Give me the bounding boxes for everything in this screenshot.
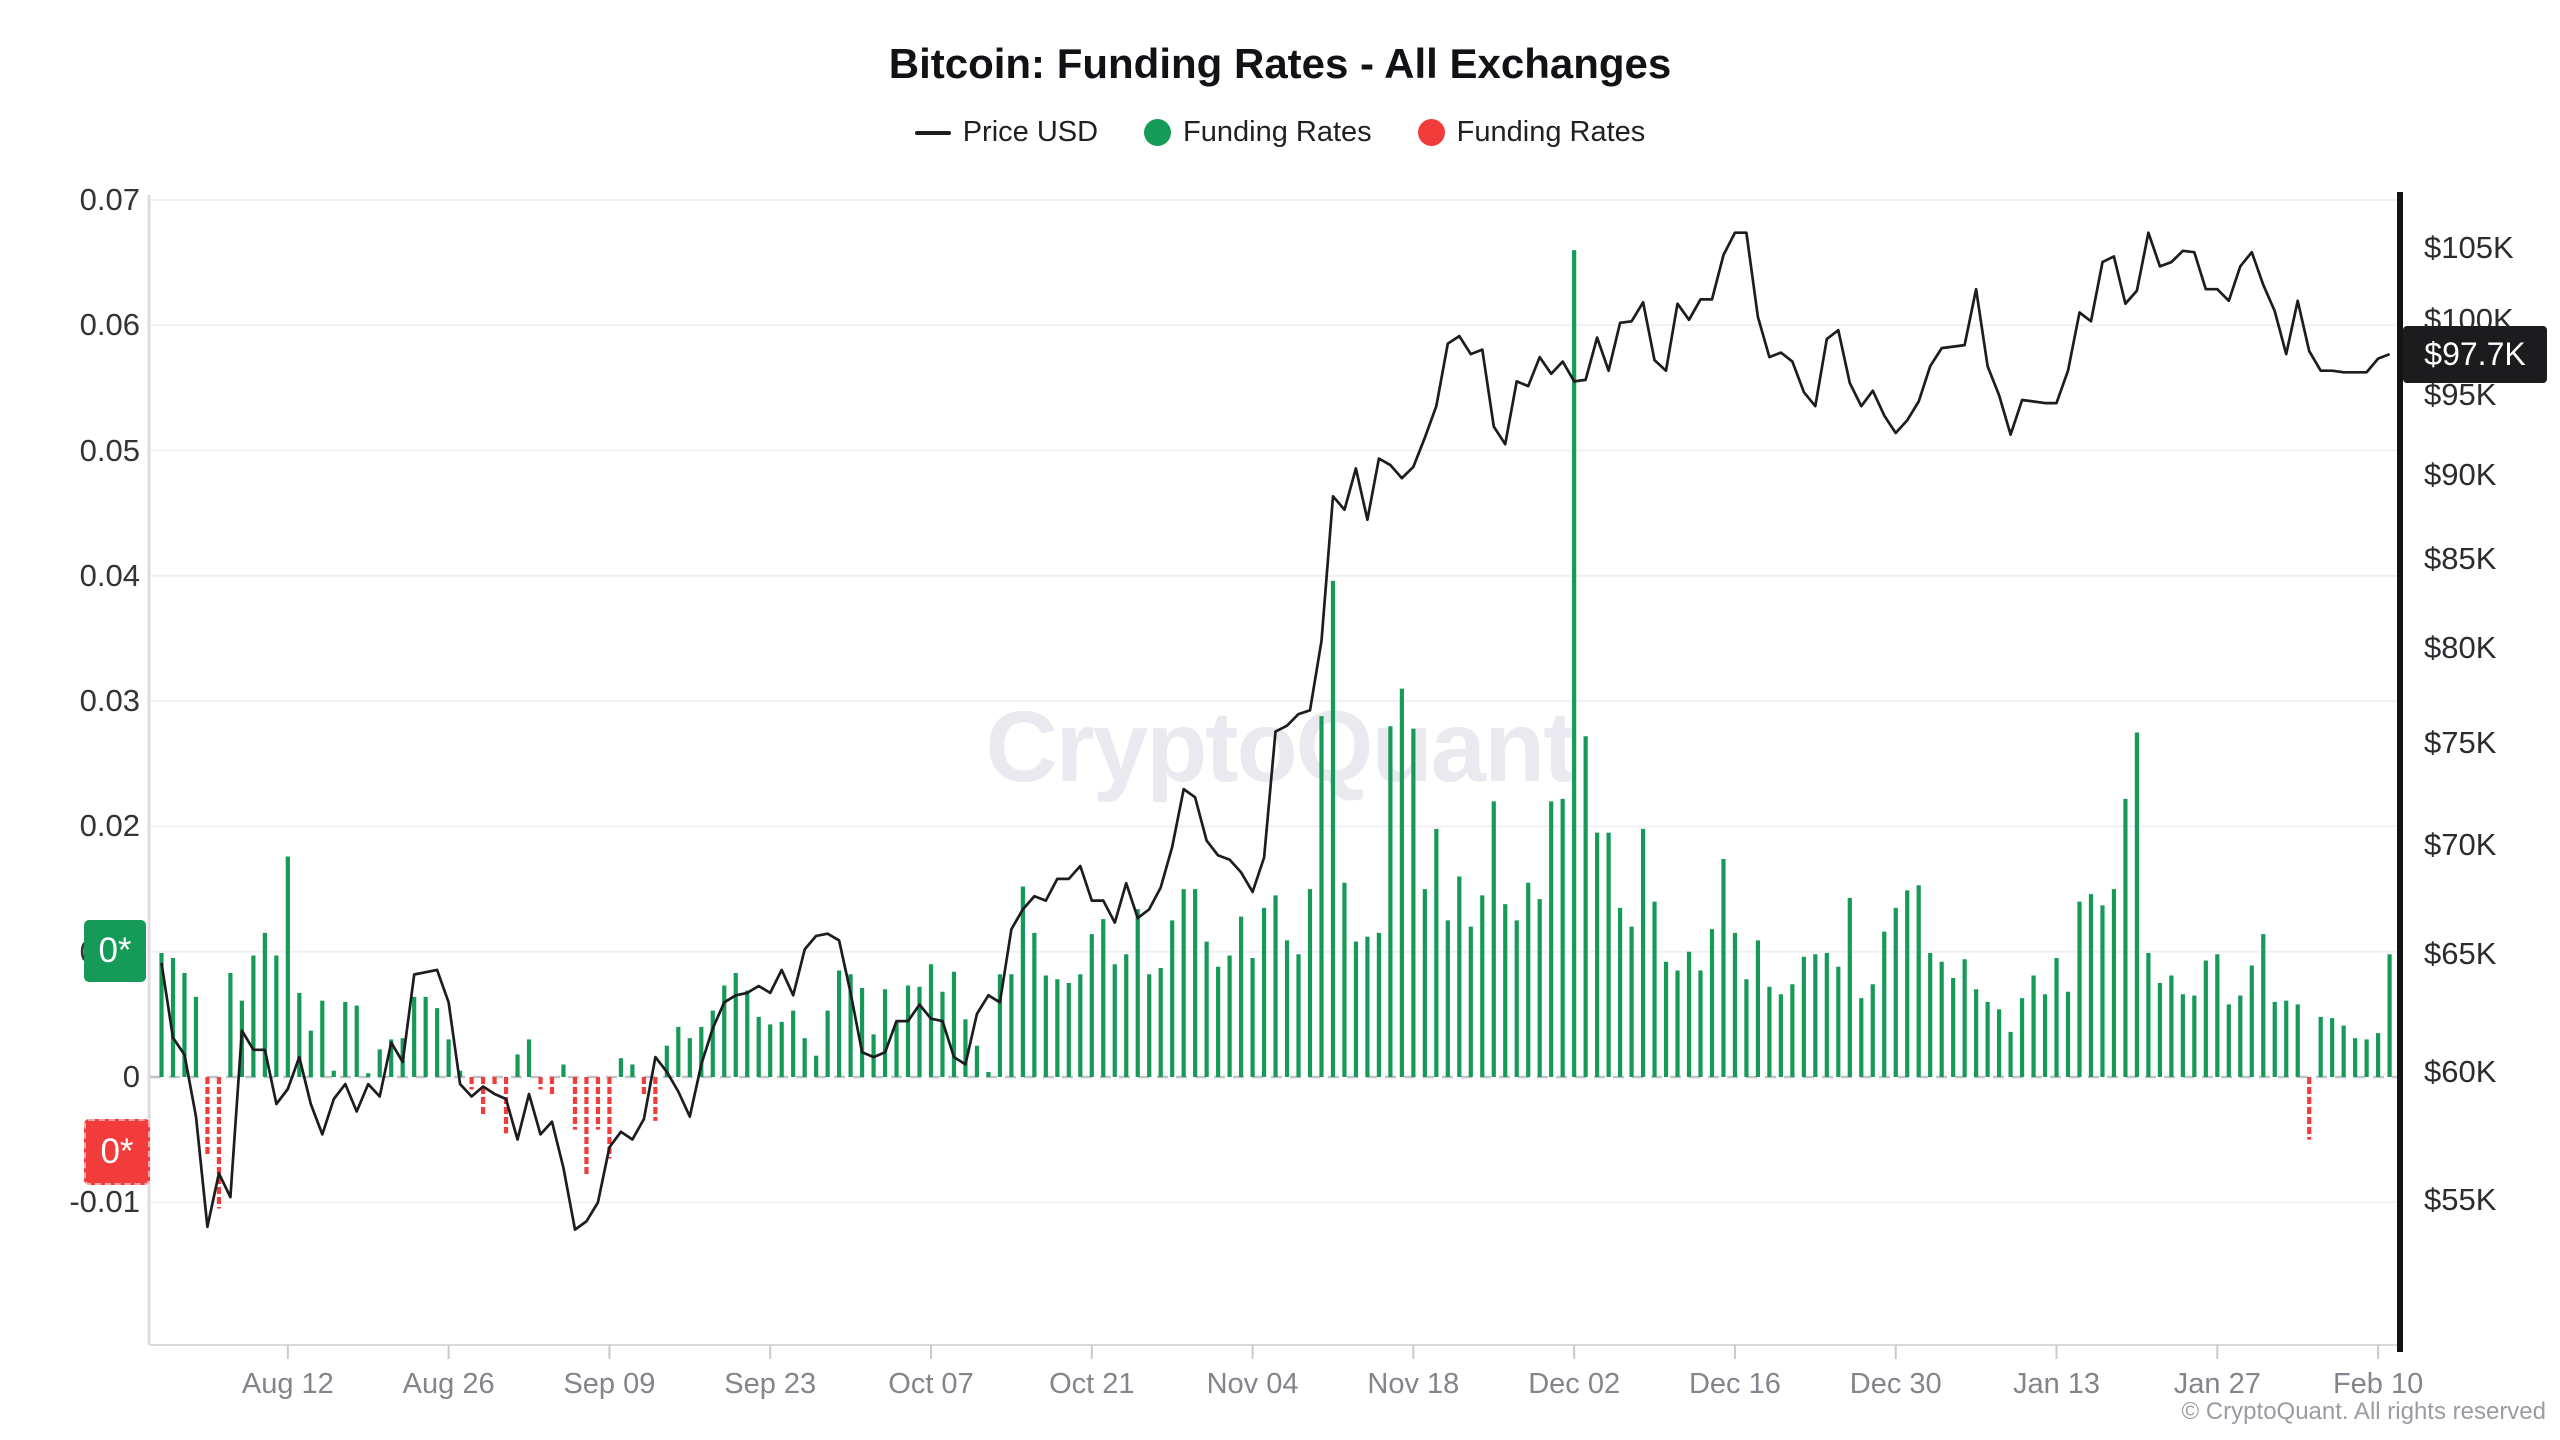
y-axis-label-right: $105K <box>2424 230 2514 265</box>
x-axis-label: Oct 07 <box>888 1368 974 1400</box>
y-axis-label-right: $80K <box>2424 630 2497 666</box>
x-axis-label: Nov 18 <box>1367 1368 1460 1400</box>
y-axis-label-left: 0.07 <box>79 181 140 217</box>
price-line-icon <box>914 130 951 135</box>
green-dot-icon <box>1144 119 1172 146</box>
legend-label-funding-positive: Funding Rates <box>1183 116 1372 148</box>
x-axis-label: Jan 27 <box>2173 1368 2261 1400</box>
x-axis-label: Dec 16 <box>1688 1368 1781 1400</box>
x-axis-label: Oct 21 <box>1049 1368 1135 1400</box>
chart-title: Bitcoin: Funding Rates - All Exchanges <box>888 40 1672 87</box>
legend-item-price[interactable]: Price USD <box>914 116 1099 149</box>
y-axis-label-left: 0.04 <box>79 557 140 593</box>
y-axis-label-left: 0.06 <box>79 307 140 343</box>
x-axis-label: Sep 23 <box>724 1368 817 1400</box>
y-axis-label-right: $70K <box>2424 826 2497 862</box>
x-axis-label: Dec 02 <box>1528 1368 1621 1400</box>
y-axis-label-left: -0.01 <box>69 1184 140 1220</box>
x-axis-label: Sep 09 <box>563 1368 656 1400</box>
legend-label-funding-negative: Funding Rates <box>1456 116 1646 148</box>
y-axis-label-left: 0.02 <box>79 808 140 844</box>
last-price-badge: $97.7K <box>2403 326 2547 383</box>
x-axis-label: Aug 12 <box>241 1368 334 1400</box>
copyright-text: © CryptoQuant. All rights reserved <box>2181 1398 2547 1425</box>
y-axis-label-right: $95K <box>2424 377 2497 413</box>
x-axis-label: Feb 10 <box>2332 1368 2424 1400</box>
chart-legend: Price USD Funding Rates Funding Rates <box>0 116 2560 149</box>
x-axis-label: Dec 30 <box>1849 1368 1942 1400</box>
x-axis-label: Aug 26 <box>402 1368 495 1400</box>
y-axis-label-right: $60K <box>2424 1053 2497 1089</box>
legend-label-price: Price USD <box>962 116 1099 148</box>
y-axis-label-left: 0.05 <box>79 432 140 468</box>
legend-item-funding-negative[interactable]: Funding Rates <box>1417 116 1646 149</box>
x-axis-label: Jan 13 <box>2012 1368 2101 1400</box>
funding-negative-axis-badge: 0* <box>84 1119 150 1185</box>
y-axis-label-right: $55K <box>2424 1181 2497 1217</box>
y-axis-label-right: $75K <box>2424 725 2497 761</box>
y-axis-label-right: $65K <box>2424 935 2497 971</box>
y-axis-label-right: $85K <box>2424 541 2497 577</box>
y-axis-label-left: 0 <box>122 1059 140 1094</box>
red-dot-icon <box>1417 119 1445 146</box>
y-axis-label-left: 0.03 <box>79 683 140 719</box>
cryptoquant-watermark: CryptoQuant <box>985 691 1576 803</box>
x-axis-label: Nov 04 <box>1206 1368 1299 1400</box>
funding-positive-axis-badge: 0* <box>84 920 146 982</box>
y-axis-label-right: $90K <box>2424 456 2497 492</box>
legend-item-funding-positive[interactable]: Funding Rates <box>1144 116 1372 149</box>
price-line <box>160 231 2391 1231</box>
